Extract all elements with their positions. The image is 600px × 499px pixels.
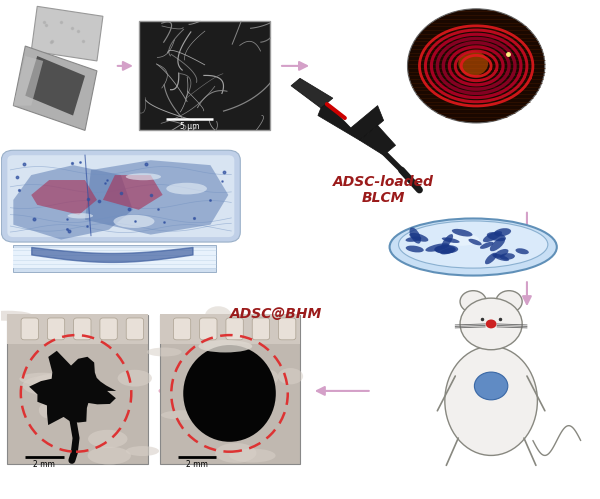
Ellipse shape <box>487 232 506 241</box>
Ellipse shape <box>19 373 66 385</box>
Circle shape <box>496 291 522 312</box>
Ellipse shape <box>183 345 276 442</box>
Ellipse shape <box>443 234 479 246</box>
Ellipse shape <box>68 213 93 219</box>
Ellipse shape <box>452 229 473 237</box>
Polygon shape <box>31 6 103 61</box>
FancyBboxPatch shape <box>160 315 300 464</box>
Ellipse shape <box>216 335 235 350</box>
Ellipse shape <box>118 370 152 387</box>
FancyBboxPatch shape <box>74 318 91 340</box>
Text: 2 mm: 2 mm <box>34 461 55 470</box>
Ellipse shape <box>469 239 482 246</box>
Ellipse shape <box>434 245 458 253</box>
FancyBboxPatch shape <box>47 318 65 340</box>
Polygon shape <box>25 56 85 116</box>
Circle shape <box>460 291 487 312</box>
Ellipse shape <box>492 253 509 261</box>
Text: 5 μm: 5 μm <box>180 122 199 131</box>
Polygon shape <box>360 125 395 155</box>
Ellipse shape <box>0 311 33 321</box>
FancyBboxPatch shape <box>100 318 117 340</box>
Ellipse shape <box>515 249 529 254</box>
Ellipse shape <box>490 238 505 251</box>
Ellipse shape <box>434 246 456 253</box>
Ellipse shape <box>494 228 511 237</box>
Ellipse shape <box>113 215 154 228</box>
Ellipse shape <box>203 356 223 371</box>
Circle shape <box>458 51 488 76</box>
Ellipse shape <box>161 410 209 420</box>
Ellipse shape <box>126 173 161 180</box>
FancyBboxPatch shape <box>173 318 191 340</box>
Polygon shape <box>103 175 163 210</box>
FancyBboxPatch shape <box>7 315 148 464</box>
Ellipse shape <box>199 340 252 352</box>
Ellipse shape <box>35 374 73 388</box>
Ellipse shape <box>205 306 232 325</box>
FancyBboxPatch shape <box>126 318 143 340</box>
FancyBboxPatch shape <box>7 314 148 344</box>
Ellipse shape <box>22 376 73 395</box>
FancyBboxPatch shape <box>7 155 235 237</box>
FancyBboxPatch shape <box>21 318 38 340</box>
Ellipse shape <box>425 244 449 252</box>
Ellipse shape <box>409 233 428 242</box>
Ellipse shape <box>126 446 159 456</box>
Ellipse shape <box>39 401 63 419</box>
Polygon shape <box>13 165 133 240</box>
Ellipse shape <box>480 242 494 249</box>
FancyBboxPatch shape <box>139 21 270 130</box>
Ellipse shape <box>442 238 460 243</box>
Ellipse shape <box>445 346 538 456</box>
Ellipse shape <box>59 376 80 387</box>
Polygon shape <box>29 351 116 425</box>
FancyBboxPatch shape <box>252 318 269 340</box>
Polygon shape <box>318 101 383 140</box>
Ellipse shape <box>410 228 421 244</box>
Circle shape <box>407 9 545 123</box>
Ellipse shape <box>398 221 548 268</box>
Ellipse shape <box>257 369 278 386</box>
FancyBboxPatch shape <box>160 314 300 344</box>
Ellipse shape <box>147 347 182 356</box>
FancyBboxPatch shape <box>226 318 243 340</box>
Polygon shape <box>291 78 333 108</box>
Polygon shape <box>31 180 97 215</box>
Ellipse shape <box>406 246 424 252</box>
Ellipse shape <box>278 368 303 384</box>
Circle shape <box>475 372 508 400</box>
Text: ADSC@BHM: ADSC@BHM <box>230 307 322 321</box>
Ellipse shape <box>500 253 515 260</box>
Ellipse shape <box>406 237 421 242</box>
Ellipse shape <box>483 231 502 242</box>
Polygon shape <box>13 46 97 130</box>
Ellipse shape <box>494 249 508 258</box>
FancyBboxPatch shape <box>278 318 296 340</box>
Ellipse shape <box>389 219 557 275</box>
Ellipse shape <box>442 234 453 249</box>
FancyBboxPatch shape <box>1 150 240 242</box>
Circle shape <box>486 319 496 328</box>
Text: 2 mm: 2 mm <box>187 461 208 470</box>
Ellipse shape <box>215 443 256 463</box>
Ellipse shape <box>166 183 207 195</box>
FancyBboxPatch shape <box>13 248 217 268</box>
Ellipse shape <box>440 248 455 254</box>
Ellipse shape <box>203 339 236 352</box>
Polygon shape <box>85 160 229 235</box>
Ellipse shape <box>88 430 128 448</box>
Ellipse shape <box>229 449 275 463</box>
Text: ADSC-loaded
BLCM: ADSC-loaded BLCM <box>333 175 434 205</box>
FancyBboxPatch shape <box>13 245 217 272</box>
Ellipse shape <box>88 447 131 465</box>
FancyBboxPatch shape <box>200 318 217 340</box>
Circle shape <box>460 298 522 350</box>
Ellipse shape <box>485 252 497 264</box>
Polygon shape <box>13 56 43 106</box>
